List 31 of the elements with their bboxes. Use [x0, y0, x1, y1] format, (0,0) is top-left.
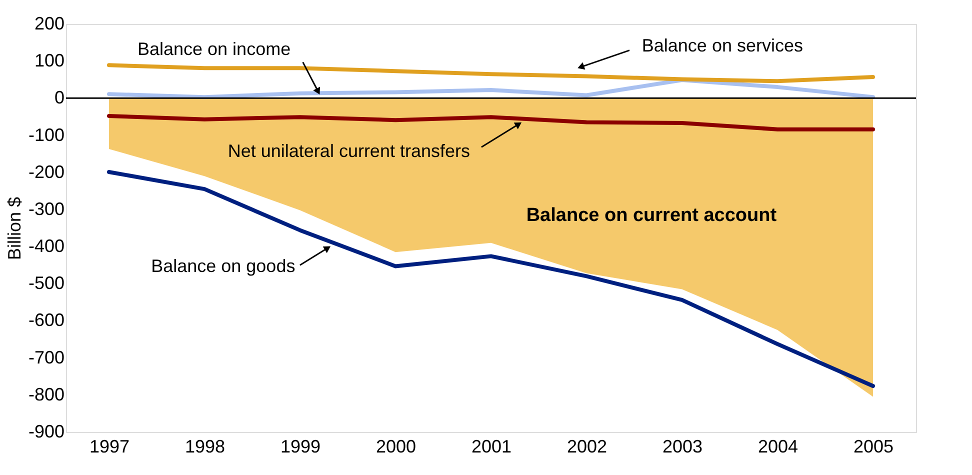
x-tick-label: 2002 [566, 436, 608, 456]
y-tick-label: 100 [34, 50, 64, 71]
y-tick-label: -700 [28, 347, 64, 368]
y-tick-label: -600 [28, 310, 64, 330]
x-tick-label: 2000 [376, 436, 416, 456]
y-tick-label: 0 [54, 88, 64, 108]
x-tick-label: 2004 [758, 436, 798, 456]
x-tick-label: 1998 [184, 436, 226, 456]
line-series [106, 78, 876, 100]
y-tick-label: 200 [34, 14, 64, 34]
y-axis-title: Billion $ [4, 196, 24, 260]
series-label: Balance on services [642, 35, 803, 56]
y-tick-label: -100 [28, 124, 64, 145]
x-tick-label: 2005 [854, 436, 894, 456]
y-tick-label: -400 [28, 236, 64, 256]
series-label: Balance on current account [526, 205, 778, 226]
line-series [106, 63, 876, 84]
y-tick-label: -500 [28, 273, 64, 294]
y-tick-label: -300 [28, 198, 64, 219]
y-tick-label: -800 [28, 384, 64, 404]
x-tick-label: 2001 [471, 436, 512, 456]
line-series [106, 114, 876, 132]
y-tick-label: -200 [28, 162, 64, 182]
x-tick-label: 2003 [662, 436, 703, 456]
series-label: Balance on income [137, 38, 291, 59]
x-tick-label: 1997 [89, 436, 130, 456]
series-label: Balance on goods [151, 256, 296, 276]
y-tick-label: -900 [28, 422, 64, 442]
x-tick-label: 1999 [280, 436, 321, 456]
series-label: Net unilateral current transfers [228, 140, 470, 161]
line-series [106, 170, 876, 388]
